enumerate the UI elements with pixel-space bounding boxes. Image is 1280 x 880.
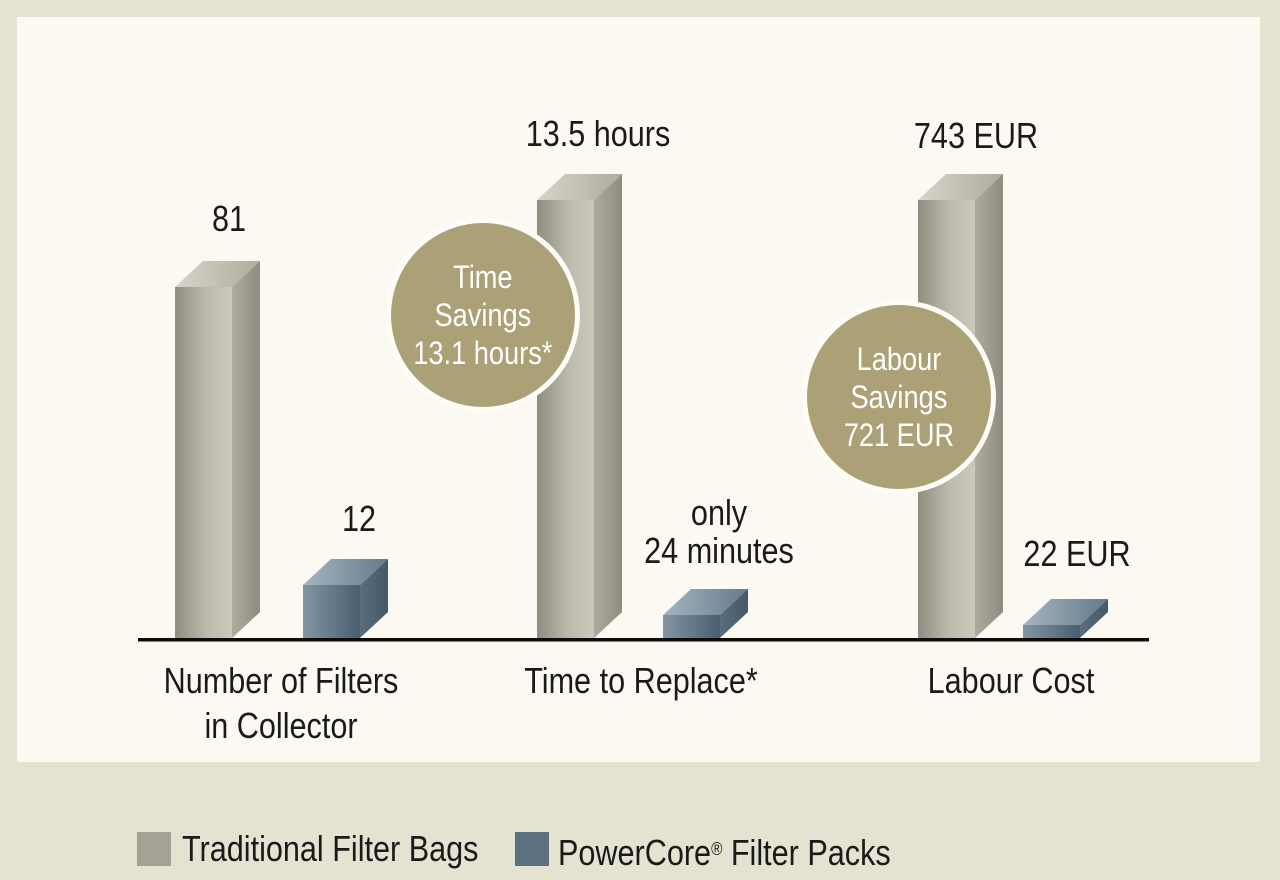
legend-swatch-traditional	[137, 832, 171, 866]
legend-label-traditional: Traditional Filter Bags	[182, 828, 479, 869]
bar-powercore-time	[663, 589, 748, 638]
value-label-filters-traditional: 81	[211, 198, 247, 239]
labour-savings-text: Labour Savings 721 EUR	[843, 341, 955, 453]
value-label-cost-traditional: 743 EUR	[913, 115, 1039, 156]
bar-traditional-filters	[175, 261, 260, 638]
category-label-time: Time to Replace*	[524, 660, 758, 701]
value-label-cost-powercore: 22 EUR	[1023, 533, 1131, 574]
baseline	[138, 638, 1149, 642]
time-savings-text: Time Savings 13.1 hours*	[413, 259, 553, 371]
registered-mark: ®	[711, 839, 723, 859]
value-label-filters-powercore: 12	[341, 498, 377, 539]
bars-canvas	[138, 174, 1149, 642]
bar-powercore-filters	[303, 559, 388, 638]
legend-swatch-powercore	[515, 832, 549, 866]
time-savings-badge: Time Savings 13.1 hours*	[386, 218, 580, 412]
chart-panel: Time Savings 13.1 hours* Labour Savings …	[17, 17, 1260, 762]
category-label-filters: Number of Filters in Collector	[163, 660, 399, 746]
legend-label-powercore: PowerCore® Filter Packs	[558, 831, 891, 873]
value-label-time-traditional: 13.5 hours	[525, 113, 671, 154]
bar-powercore-cost	[1023, 599, 1108, 638]
category-label-cost: Labour Cost	[927, 660, 1095, 701]
value-label-time-powercore: only 24 minutes	[644, 492, 794, 571]
labour-savings-badge: Labour Savings 721 EUR	[802, 300, 996, 494]
bar-traditional-time	[537, 174, 622, 638]
